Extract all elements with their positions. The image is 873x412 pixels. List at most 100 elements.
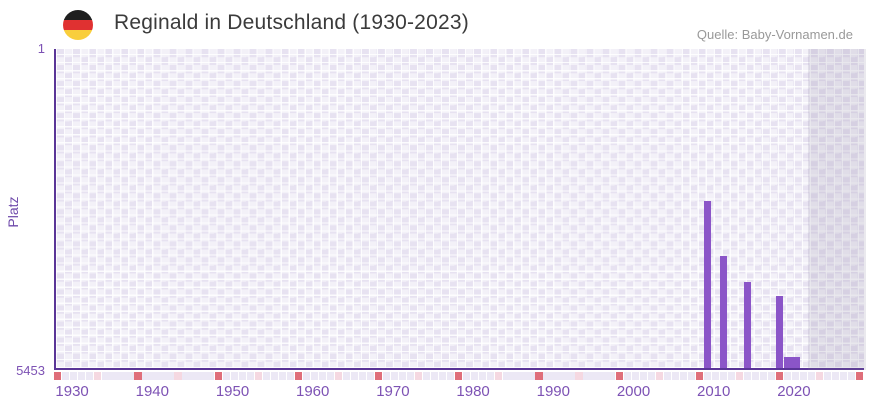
strip-cell-2000	[615, 372, 623, 380]
strip-cell-2001	[623, 372, 631, 380]
strip-cell-2007	[671, 372, 679, 380]
strip-cell-1947	[190, 372, 198, 380]
strip-cell-1992	[551, 372, 559, 380]
strip-cell-1961	[302, 372, 311, 380]
strip-cell-1958	[278, 372, 286, 380]
x-tick-label-1990: 1990	[536, 383, 570, 400]
strip-cell-2018	[759, 372, 768, 380]
strip-cell-2019	[767, 372, 776, 380]
strip-cell-1995	[575, 372, 583, 380]
strip-cell-1971	[382, 372, 391, 380]
strip-cell-1963	[318, 372, 327, 380]
strip-cell-2014	[727, 372, 736, 380]
strip-cell-1937	[110, 372, 118, 380]
strip-cell-1978	[439, 372, 447, 380]
x-tick-label-1960: 1960	[296, 383, 330, 400]
x-axis-strip	[0, 372, 873, 380]
strip-cell-2009	[687, 372, 695, 380]
bar-2020	[775, 296, 784, 368]
bar-2016	[743, 281, 752, 368]
strip-cell-1972	[390, 372, 399, 380]
strip-cell-1952	[230, 372, 238, 380]
y-axis-title-text: Platz	[5, 196, 21, 228]
strip-cell-1960	[294, 372, 302, 380]
strip-cell-1984	[487, 372, 495, 380]
strip-cell-1979	[447, 372, 455, 380]
strip-cell-2028	[840, 372, 848, 380]
strip-cell-1936	[102, 372, 110, 380]
strip-cell-1957	[270, 372, 278, 380]
strip-cell-1969	[366, 372, 375, 380]
strip-cell-2008	[679, 372, 687, 380]
strip-cell-1999	[607, 372, 615, 380]
german-flag-icon	[63, 10, 93, 40]
strip-cell-1996	[583, 372, 591, 380]
strip-cell-1988	[519, 372, 527, 380]
bar-2013	[719, 255, 728, 368]
strip-cell-2010	[695, 372, 703, 380]
strip-cell-1956	[262, 372, 270, 380]
strip-cell-1973	[398, 372, 407, 380]
strip-cell-1953	[238, 372, 246, 380]
y-tick-top: 1	[37, 41, 45, 56]
strip-cell-1950	[214, 372, 222, 380]
chart-title: Reginald in Deutschland (1930-2023)	[114, 11, 469, 34]
strip-cell-1966	[342, 372, 351, 380]
strip-cell-2003	[639, 372, 647, 380]
strip-cell-2005	[655, 372, 663, 380]
strip-cell-1991	[543, 372, 551, 380]
future-region-overlay	[807, 49, 866, 370]
strip-cell-1948	[198, 372, 206, 380]
x-axis-ticks: 1930 1940 1950 1960 1970 1980 1990 2000 2010 2020	[0, 383, 873, 403]
strip-cell-1939	[126, 372, 134, 380]
strip-cell-2029	[848, 372, 856, 380]
strip-cell-2002	[631, 372, 639, 380]
strip-cell-1974	[406, 372, 415, 380]
strip-cell-1964	[326, 372, 335, 380]
strip-cell-1975	[415, 372, 423, 380]
strip-cell-1982	[471, 372, 479, 380]
strip-cell-1942	[150, 372, 158, 380]
strip-cell-2025	[816, 372, 824, 380]
strip-cell-2027	[832, 372, 840, 380]
strip-cell-1994	[567, 372, 575, 380]
bar-2021	[783, 356, 792, 368]
strip-cell-1932	[70, 372, 78, 380]
bar-2011	[703, 200, 712, 368]
strip-cell-1945	[174, 372, 182, 380]
strip-cell-1997	[591, 372, 599, 380]
strip-cell-1986	[503, 372, 511, 380]
strip-cell-1940	[134, 372, 142, 380]
strip-cell-2013	[719, 372, 728, 380]
strip-cell-1998	[599, 372, 607, 380]
strip-cell-1967	[350, 372, 359, 380]
strip-cell-1981	[463, 372, 471, 380]
strip-cell-1970	[374, 372, 383, 380]
strip-cell-2021	[783, 372, 792, 380]
strip-cell-2015	[735, 372, 744, 380]
x-tick-label-2010: 2010	[697, 383, 731, 400]
strip-cell-1968	[358, 372, 367, 380]
y-tick-bottom: 5453	[16, 363, 45, 378]
strip-cell-1993	[559, 372, 567, 380]
strip-cell-1985	[495, 372, 503, 380]
strip-cell-2026	[824, 372, 832, 380]
strip-cell-1946	[182, 372, 190, 380]
strip-cell-1930	[54, 372, 62, 380]
x-tick-label-1970: 1970	[376, 383, 410, 400]
strip-cell-2017	[751, 372, 760, 380]
strip-cell-1980	[455, 372, 463, 380]
strip-cell-2024	[807, 372, 816, 380]
strip-cell-1965	[334, 372, 343, 380]
strip-cell-1955	[254, 372, 262, 380]
source-attribution: Quelle: Baby-Vornamen.de	[696, 27, 853, 42]
strip-cell-1962	[310, 372, 319, 380]
strip-cell-1977	[431, 372, 439, 380]
x-tick-label-1950: 1950	[215, 383, 250, 400]
strip-cell-1944	[166, 372, 174, 380]
strip-cell-1954	[246, 372, 254, 380]
x-tick-label-2020: 2020	[777, 383, 811, 400]
bar-2022	[791, 356, 800, 368]
strip-cell-1976	[423, 372, 431, 380]
